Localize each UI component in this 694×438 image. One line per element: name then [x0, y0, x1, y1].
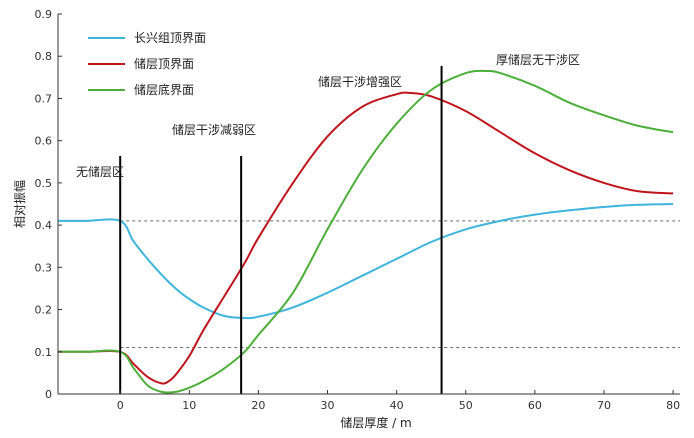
x-tick-label-1: 10: [182, 399, 196, 412]
series-line-2: [58, 69, 674, 394]
region-label-no-reservoir: 无储层区: [76, 164, 124, 179]
y-tick-label-1: 0.1: [35, 346, 53, 359]
legend-label-0: 长兴组顶界面: [134, 31, 206, 45]
x-tick-label-6: 60: [528, 399, 542, 412]
x-tick-label-3: 30: [321, 399, 335, 412]
region-label-weakened: 储层干涉减弱区: [172, 122, 256, 137]
y-tick-label-7: 0.7: [35, 92, 53, 105]
y-axis-label: 相对振幅: [12, 180, 27, 228]
x-tick-label-4: 40: [390, 399, 404, 412]
region-dividers: [119, 66, 443, 394]
y-tick-label-0: 0: [45, 388, 52, 401]
series-line-0: [57, 203, 674, 320]
region-label-enhanced: 储层干涉增强区: [318, 74, 402, 89]
x-tick-label-5: 50: [459, 399, 473, 412]
y-tick-label-5: 0.5: [35, 177, 53, 190]
y-tick-label-6: 0.6: [35, 135, 53, 148]
ticks: 0 10 20 30 40 50 60 70 80 0 0.1 0.2 0.3 0.4 0.5 0.6 0.7 0…: [35, 8, 681, 412]
y-tick-label-9: 0.9: [35, 8, 53, 21]
x-tick-label-8: 80: [666, 399, 680, 412]
region-label-thick: 厚储层无干涉区: [496, 52, 580, 67]
y-tick-label-8: 0.8: [35, 50, 53, 63]
x-axis-label: 储层厚度 / m: [340, 415, 411, 430]
legend-label-2: 储层底界面: [134, 82, 194, 97]
y-tick-label-2: 0.2: [35, 304, 53, 317]
y-tick-label-4: 0.4: [35, 219, 53, 232]
x-tick-label-2: 20: [251, 399, 265, 412]
y-tick-label-3: 0.3: [35, 261, 53, 274]
series-line-1: [58, 91, 674, 385]
x-tick-label-0: 0: [117, 399, 124, 412]
x-tick-label-7: 70: [597, 399, 611, 412]
axes: [57, 14, 680, 395]
legend-label-1: 储层顶界面: [134, 56, 194, 71]
series-lines: [57, 69, 674, 394]
legend: 长兴组顶界面 储层顶界面 储层底界面: [88, 31, 206, 97]
